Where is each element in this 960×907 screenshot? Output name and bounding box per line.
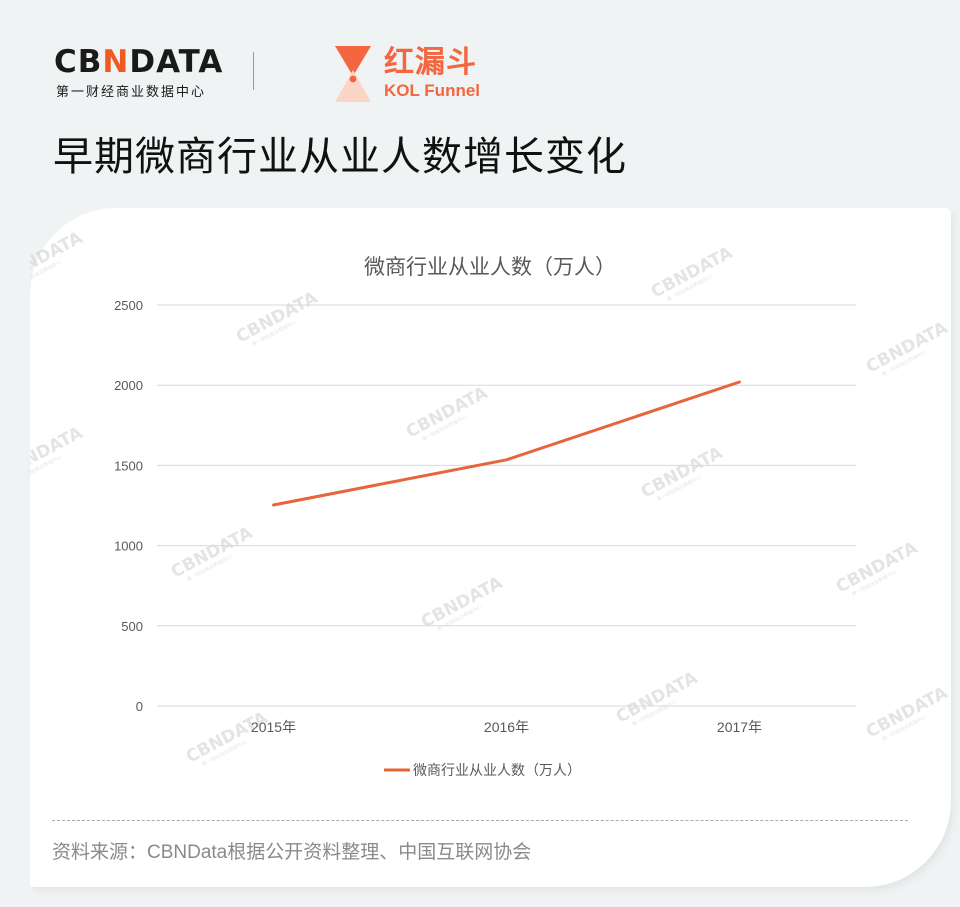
chart-card: CBNDATA 第一财经商业数据中心 CBNDATA 第一财经商业数据中心 CBNDAT… — [30, 208, 951, 887]
logo-subtitle: 第一财经商业数据中心 — [56, 84, 207, 99]
logo-divider — [253, 52, 254, 90]
kol-funnel-logo: 红漏斗 KOL Funnel — [333, 46, 480, 102]
header: CBNDATA 第一财经商业数据中心 红漏斗 KOL Funnel 早期微商行业… — [0, 0, 960, 200]
svg-text:CBNDATA: CBNDATA — [233, 288, 322, 348]
svg-text:CBNDATA: CBNDATA — [863, 318, 951, 378]
kol-logo-cn: 红漏斗 — [384, 46, 477, 79]
svg-text:CBNDATA: CBNDATA — [863, 683, 951, 743]
y-tick-label: 2500 — [114, 298, 143, 313]
chart-title: 微商行业从业人数（万人） — [364, 255, 616, 279]
svg-text:CBNDATA: CBNDATA — [613, 668, 702, 728]
x-tick-label: 2015年 — [251, 719, 296, 735]
svg-text:CBNDATA: CBNDATA — [418, 573, 507, 633]
y-tick-label: 2000 — [114, 378, 143, 393]
logo-text: DATA — [129, 44, 224, 80]
svg-text:CBNDATA: CBNDATA — [183, 708, 272, 768]
svg-text:CBNDATA: CBNDATA — [833, 538, 922, 598]
y-tick-label: 1000 — [114, 539, 143, 554]
footer-divider — [52, 820, 908, 821]
source-note: 资料来源：CBNData根据公开资料整理、中国互联网协会 — [52, 842, 532, 863]
x-tick-label: 2017年 — [717, 719, 762, 735]
y-tick-label: 0 — [136, 699, 143, 714]
svg-text:CBNDATA: CBNDATA — [648, 243, 737, 303]
svg-text:CBNDATA: CBNDATA — [638, 443, 727, 503]
cbndata-logo: CBNDATA 第一财经商业数据中心 — [54, 44, 234, 104]
x-tick-label: 2016年 — [484, 719, 529, 735]
svg-text:CBNDATA: CBNDATA — [403, 383, 492, 443]
svg-text:CBNDATA: CBNDATA — [168, 523, 257, 583]
y-tick-label: 500 — [121, 619, 143, 634]
y-tick-label: 1500 — [114, 458, 143, 473]
hourglass-funnel-icon — [335, 46, 371, 102]
page-title: 早期微商行业从业人数增长变化 — [53, 135, 627, 179]
series-line — [272, 380, 741, 507]
svg-text:CBNDATA: CBNDATA — [30, 423, 87, 483]
svg-text:CBNDATA: CBNDATA — [30, 228, 87, 288]
line-chart: CBNDATA第一财经商业数据中心CBNDATA第一财经商业数据中心CBNDAT… — [30, 228, 951, 779]
logo-accent-letter: N — [102, 44, 130, 80]
logo-text: CB — [54, 44, 103, 80]
kol-logo-en: KOL Funnel — [384, 81, 481, 100]
legend-label: 微商行业从业人数（万人） — [413, 763, 581, 779]
